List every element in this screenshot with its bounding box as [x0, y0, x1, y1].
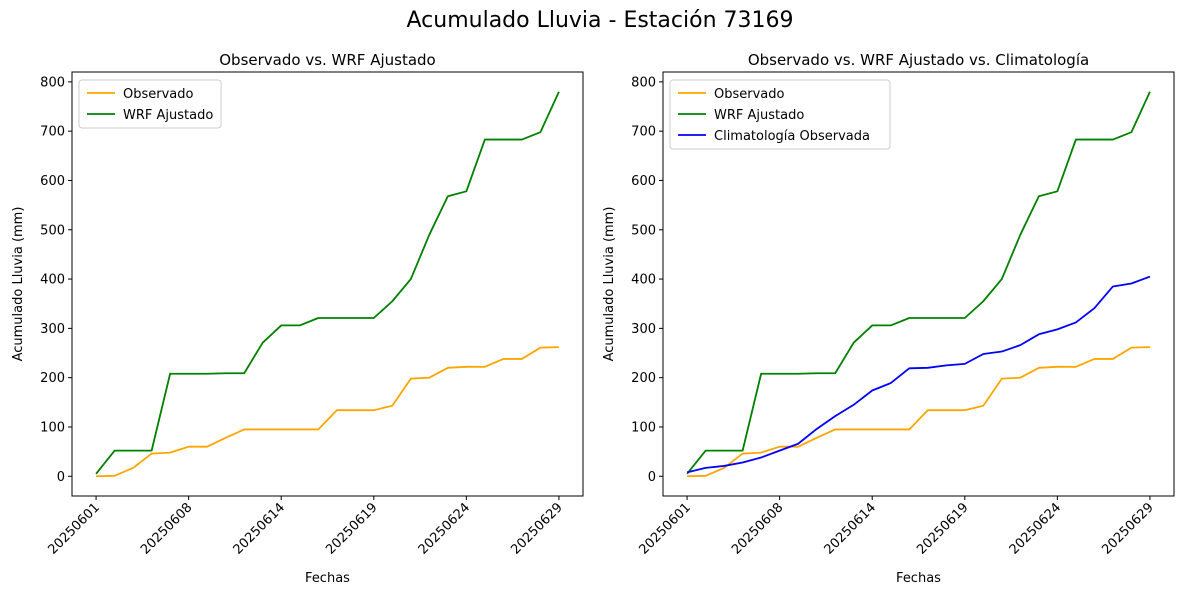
y-tick-label: 700 [40, 125, 65, 140]
x-tick-label: 20250608 [729, 500, 786, 557]
legend-label-2: WRF Ajustado [123, 108, 213, 123]
y-tick-label: 500 [40, 223, 65, 238]
chart-panel-2: Observado vs. WRF Ajustado vs. Climatolo… [602, 51, 1175, 586]
x-tick-label: 20250629 [1099, 500, 1156, 557]
y-axis-label: Acumulado Lluvia (mm) [11, 207, 26, 362]
legend-label-3: Climatología Observada [714, 129, 870, 144]
y-tick-label: 0 [648, 470, 656, 485]
series-line-3 [686, 275, 1151, 474]
x-tick-label: 20250624 [1007, 500, 1064, 557]
y-tick-label: 500 [631, 223, 656, 238]
y-tick-label: 100 [631, 420, 656, 435]
series-line-1 [96, 346, 559, 478]
y-tick-label: 200 [40, 371, 65, 386]
x-axis-label: Fechas [305, 571, 350, 586]
chart-title: Observado vs. WRF Ajustado vs. Climatolo… [748, 51, 1089, 69]
series-line-1 [687, 346, 1150, 478]
x-tick-label: 20250601 [46, 500, 103, 557]
legend: Observado WRF Ajustado [78, 79, 222, 129]
legend-label-1: Observado [714, 87, 785, 102]
legend-box [669, 79, 891, 150]
x-tick-label: 20250629 [508, 500, 565, 557]
x-tick-label: 20250614 [822, 500, 879, 557]
chart-panel-1: Observado vs. WRF Ajustado 0 100 200 300 400 5… [11, 51, 584, 586]
plot-frame [71, 71, 584, 497]
legend-label-2: WRF Ajustado [714, 108, 804, 123]
x-tick-label: 20250601 [637, 500, 694, 557]
y-tick-label: 100 [40, 420, 65, 435]
y-tick-label: 400 [40, 273, 65, 288]
x-axis-label: Fechas [896, 571, 941, 586]
y-tick-label: 600 [631, 174, 656, 189]
x-tick-label: 20250608 [138, 500, 195, 557]
y-tick-label: 400 [631, 273, 656, 288]
y-tick-label: 800 [631, 75, 656, 90]
x-tick-label: 20250619 [323, 500, 380, 557]
legend-box [78, 79, 222, 129]
series-line-2 [686, 91, 1151, 475]
chart-title: Observado vs. WRF Ajustado [219, 51, 435, 69]
figure-suptitle: Acumulado Lluvia - Estación 73169 [406, 8, 794, 33]
y-tick-label: 300 [631, 322, 656, 337]
y-tick-label: 700 [631, 125, 656, 140]
y-axis-label: Acumulado Lluvia (mm) [602, 207, 617, 362]
y-tick-label: 600 [40, 174, 65, 189]
x-tick-label: 20250619 [914, 500, 971, 557]
legend: Observado WRF Ajustado Climatología Observ… [669, 79, 891, 150]
y-tick-label: 200 [631, 371, 656, 386]
legend-label-1: Observado [123, 87, 194, 102]
y-tick-label: 800 [40, 75, 65, 90]
plot-frame [662, 71, 1175, 497]
y-tick-label: 0 [57, 470, 65, 485]
series-line-2 [95, 91, 560, 475]
y-tick-label: 300 [40, 322, 65, 337]
x-tick-label: 20250624 [416, 500, 473, 557]
x-tick-label: 20250614 [231, 500, 288, 557]
